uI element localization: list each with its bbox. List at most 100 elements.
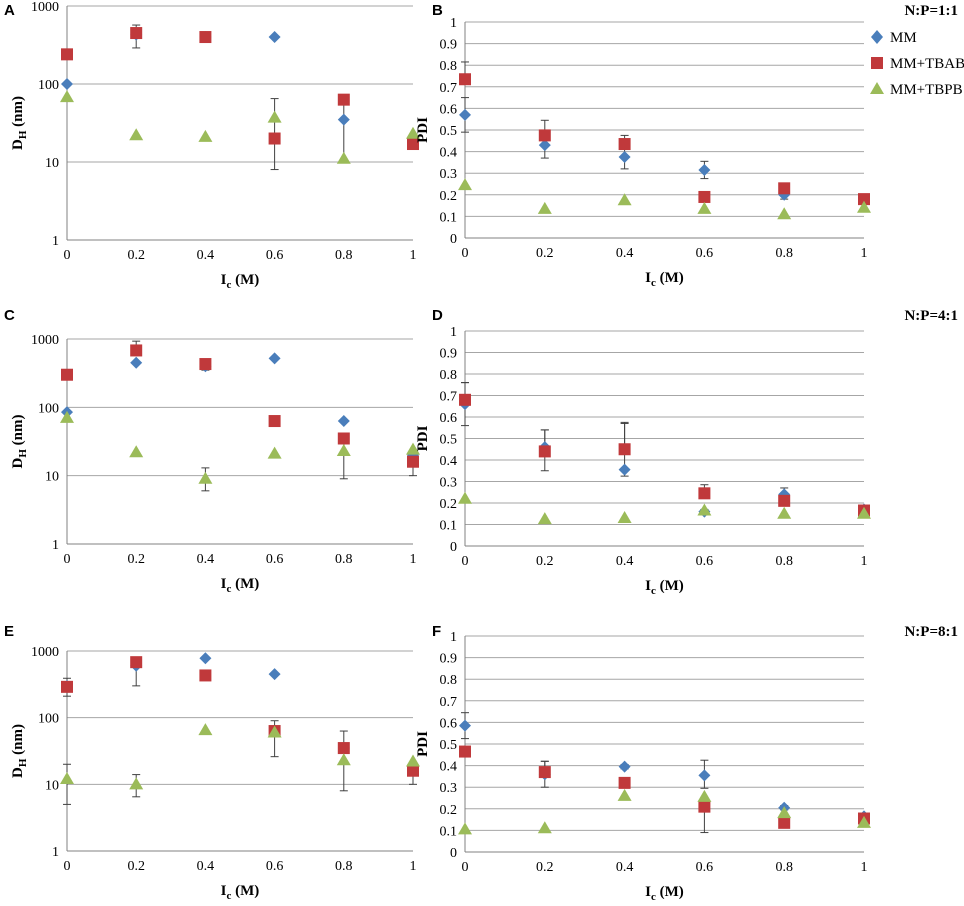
point-mm-tbpb (267, 446, 282, 459)
point-mm-tbpb (617, 788, 632, 801)
x-tick-label: 0 (64, 248, 71, 263)
point-mm-tbpb (129, 777, 144, 790)
x-tick-label: 0.2 (127, 552, 145, 567)
point-mm-tbab (268, 132, 281, 145)
point-mm-tbab (199, 669, 212, 682)
y-tick-label: 1 (52, 845, 59, 860)
point-mm-tbpb (198, 129, 213, 142)
x-axis-title: Ic (M) (221, 576, 260, 595)
point-mm-tbpb (336, 443, 351, 456)
legend-tbab-label: MM+TBAB (890, 56, 964, 72)
point-mm (618, 463, 631, 476)
x-tick-label: 0.2 (127, 859, 145, 874)
point-mm (618, 760, 631, 773)
y-tick-label: 0.4 (440, 146, 458, 161)
point-mm-tbpb (537, 201, 552, 214)
point-mm-tbab (130, 27, 143, 40)
y-tick-label: 0.2 (440, 189, 458, 204)
x-tick-label: 0.6 (696, 554, 714, 569)
x-tick-label: 0.8 (775, 860, 793, 875)
y-tick-label: 0.9 (440, 347, 458, 362)
legend: MM MM+TBAB MM+TBPB (870, 30, 964, 98)
y-tick-label: 0.8 (440, 368, 458, 383)
x-tick-label: 0 (64, 859, 71, 874)
legend-tbpb-triangle-icon (870, 82, 884, 94)
point-mm-tbab (858, 193, 870, 206)
point-mm-tbpb (336, 151, 351, 164)
legend-mm-label: MM (890, 30, 917, 46)
point-mm-tbab (407, 764, 419, 777)
ratio-label: N:P=4:1 (904, 308, 958, 324)
point-mm-tbab (130, 344, 143, 357)
point-mm-tbpb (406, 754, 420, 767)
point-mm (268, 668, 281, 681)
point-mm (61, 78, 73, 90)
point-mm (538, 139, 551, 152)
x-tick-label: 1 (410, 248, 417, 263)
point-mm-tbab (698, 487, 711, 500)
x-tick-label: 0 (462, 246, 469, 261)
point-mm-tbpb (537, 821, 552, 834)
y-tick-label: 0.3 (440, 167, 458, 182)
point-mm-tbab (538, 129, 551, 142)
point-mm-tbpb (617, 193, 632, 206)
panel-letter: A (4, 2, 15, 19)
point-mm-tbab (538, 766, 551, 779)
point-mm-tbpb (267, 725, 282, 738)
panel-letter: B (432, 2, 443, 19)
y-tick-label: 0.6 (440, 411, 458, 426)
y-tick-label: 1 (450, 325, 457, 340)
y-tick-label: 100 (38, 401, 59, 416)
point-mm-tbab (778, 494, 791, 507)
x-tick-label: 1 (861, 860, 868, 875)
point-mm-tbpb (129, 445, 144, 458)
y-tick-label: 1 (450, 630, 457, 645)
point-mm-tbpb (458, 178, 472, 191)
y-tick-label: 0.8 (440, 59, 458, 74)
panel-e: E 1 10 100 1000 0 0.2 0.4 0.6 0.8 1 Ic (M) DH (nm) (4, 623, 420, 902)
y-tick-label: 0.5 (440, 738, 458, 753)
x-tick-label: 1 (861, 554, 868, 569)
panel-d: D 0 0.1 0.2 0.3 0.4 0.5 0.6 0.7 0.8 0.9 1 0 0.2 0.4 0.6… (415, 307, 958, 597)
point-mm-tbab (778, 182, 791, 195)
y-tick-label: 1000 (31, 333, 59, 348)
point-mm-tbab (61, 368, 73, 381)
point-mm-tbab (199, 358, 212, 371)
point-mm-tbpb (777, 207, 792, 220)
point-mm (459, 108, 471, 121)
point-mm-tbab (61, 48, 73, 61)
point-mm-tbpb (697, 789, 712, 802)
y-axis-title: PDI (415, 117, 431, 143)
point-mm (337, 415, 350, 428)
panel-letter: E (4, 623, 14, 640)
legend-tbab-square-icon (871, 57, 883, 69)
x-tick-label: 0.4 (616, 246, 634, 261)
point-mm (130, 356, 143, 369)
x-tick-label: 0.2 (536, 246, 554, 261)
point-mm-tbab (459, 745, 471, 758)
x-tick-label: 1 (410, 552, 417, 567)
y-tick-label: 0.4 (440, 760, 458, 775)
y-tick-label: 0.5 (440, 433, 458, 448)
y-tick-label: 0.3 (440, 781, 458, 796)
point-mm-tbab (698, 800, 711, 813)
y-tick-label: 0.1 (440, 824, 458, 839)
point-mm (698, 163, 711, 176)
point-mm (199, 652, 212, 665)
point-mm (618, 151, 631, 163)
point-mm-tbab (130, 656, 143, 669)
panel-letter: D (432, 307, 443, 324)
point-mm-tbab (337, 93, 350, 106)
x-tick-label: 0 (64, 552, 71, 567)
y-tick-label: 1000 (31, 0, 59, 15)
y-axis-title: DH (nm) (10, 96, 29, 150)
panel-f: F 0 0.1 0.2 0.3 0.4 0.5 0.6 0.7 0.8 0.9 1 0 0.2 0.4 0.6… (415, 623, 958, 903)
y-tick-label: 0.6 (440, 716, 458, 731)
point-mm-tbab (618, 776, 631, 789)
y-tick-label: 0.2 (440, 803, 458, 818)
y-tick-label: 1 (450, 16, 457, 31)
point-mm-tbpb (60, 90, 74, 103)
y-tick-label: 0.7 (440, 390, 458, 405)
panel-c: C 1 10 100 1000 0 0.2 0.4 0.6 0.8 1 Ic (M) DH (nm) (4, 307, 420, 595)
